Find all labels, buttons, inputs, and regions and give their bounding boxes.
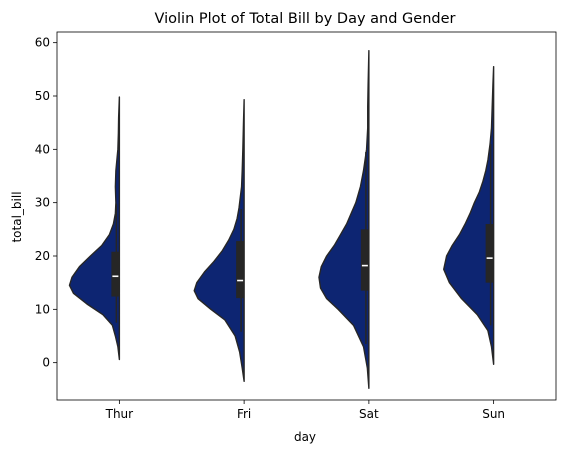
violin-body	[193, 99, 245, 383]
y-tick-label: 20	[35, 249, 50, 263]
y-axis-label: total_bill	[10, 191, 24, 242]
violin-body	[443, 65, 495, 365]
violin-body	[68, 96, 121, 361]
x-axis: Thur Fri Sat Sun	[105, 400, 505, 421]
violin-box	[111, 251, 120, 297]
x-tick-label: Sat	[359, 407, 379, 421]
violin-box	[360, 229, 369, 291]
violin-sun	[443, 65, 495, 365]
y-tick-label: 50	[35, 89, 50, 103]
x-tick-label: Thur	[105, 407, 134, 421]
violin-body	[318, 49, 370, 389]
y-tick-label: 40	[35, 142, 50, 156]
y-tick-label: 60	[35, 36, 50, 50]
y-axis: 0 10 20 30 40 50 60	[35, 36, 57, 370]
y-tick-label: 30	[35, 196, 50, 210]
x-tick-label: Fri	[237, 407, 251, 421]
violin-box	[485, 224, 494, 283]
y-tick-label: 0	[42, 356, 50, 370]
x-tick-label: Sun	[482, 407, 505, 421]
y-tick-label: 10	[35, 302, 50, 316]
violin-sat	[318, 49, 370, 389]
plot-area	[68, 49, 495, 389]
violin-fri	[193, 99, 245, 383]
violin-thur	[68, 96, 121, 361]
plot-frame	[56, 31, 557, 401]
x-axis-label: day	[294, 430, 316, 444]
chart-title: Violin Plot of Total Bill by Day and Gen…	[155, 11, 456, 27]
violin-box	[236, 241, 245, 299]
